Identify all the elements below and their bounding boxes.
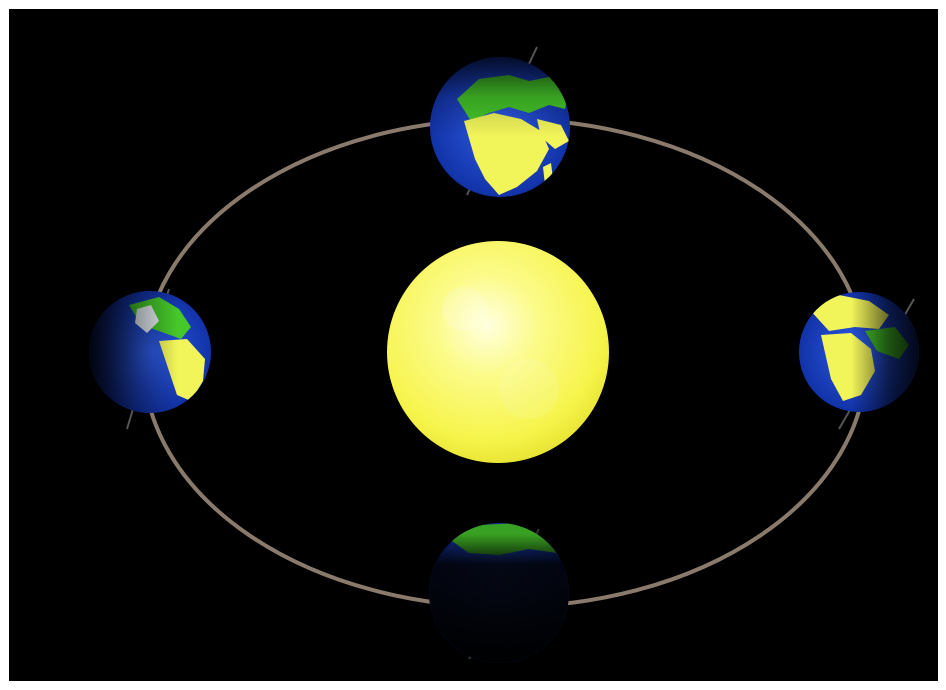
earth-bottom [429, 523, 569, 663]
sun [387, 241, 609, 463]
diagram-canvas [9, 9, 938, 681]
earth-orbit-diagram [89, 46, 919, 663]
earth-left [89, 288, 211, 430]
earth-top [430, 46, 570, 197]
earth-right [799, 292, 919, 430]
